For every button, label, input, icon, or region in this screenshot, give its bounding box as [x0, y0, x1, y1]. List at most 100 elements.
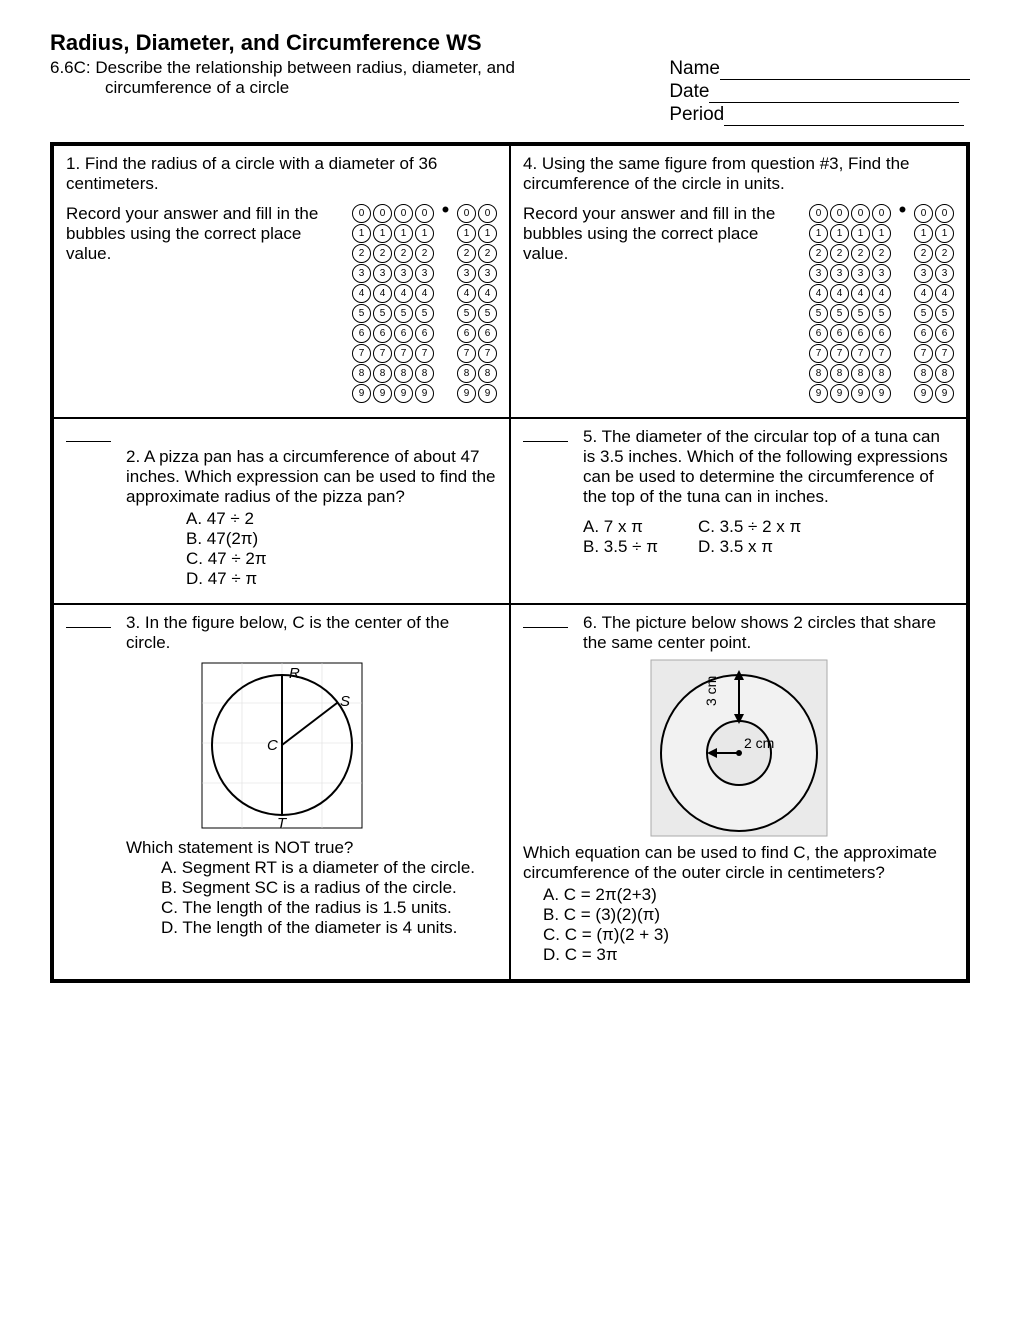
- q6-choice-a[interactable]: A. C = 2π(2+3): [543, 885, 954, 905]
- bubble-9[interactable]: 9: [830, 384, 849, 403]
- bubble-3[interactable]: 3: [352, 264, 371, 283]
- bubble-3[interactable]: 3: [457, 264, 476, 283]
- bubble-2[interactable]: 2: [914, 244, 933, 263]
- bubble-2[interactable]: 2: [851, 244, 870, 263]
- bubble-3[interactable]: 3: [478, 264, 497, 283]
- bubble-4[interactable]: 4: [478, 284, 497, 303]
- bubble-8[interactable]: 8: [830, 364, 849, 383]
- bubble-7[interactable]: 7: [851, 344, 870, 363]
- bubble-7[interactable]: 7: [394, 344, 413, 363]
- bubble-8[interactable]: 8: [415, 364, 434, 383]
- bubble-1[interactable]: 1: [872, 224, 891, 243]
- answer-blank[interactable]: [523, 627, 568, 628]
- bubble-6[interactable]: 6: [352, 324, 371, 343]
- bubble-4[interactable]: 4: [872, 284, 891, 303]
- bubble-4[interactable]: 4: [415, 284, 434, 303]
- bubble-5[interactable]: 5: [935, 304, 954, 323]
- q4-bubble-grid[interactable]: 0123456789012345678901234567890123456789…: [809, 204, 954, 403]
- bubble-3[interactable]: 3: [872, 264, 891, 283]
- bubble-2[interactable]: 2: [352, 244, 371, 263]
- bubble-9[interactable]: 9: [872, 384, 891, 403]
- bubble-9[interactable]: 9: [415, 384, 434, 403]
- bubble-4[interactable]: 4: [394, 284, 413, 303]
- bubble-5[interactable]: 5: [478, 304, 497, 323]
- q6-choice-b[interactable]: B. C = (3)(2)(π): [543, 905, 954, 925]
- bubble-5[interactable]: 5: [830, 304, 849, 323]
- bubble-0[interactable]: 0: [373, 204, 392, 223]
- bubble-2[interactable]: 2: [935, 244, 954, 263]
- q1-bubble-grid[interactable]: 0123456789012345678901234567890123456789…: [352, 204, 497, 403]
- bubble-9[interactable]: 9: [373, 384, 392, 403]
- q5-choice-d[interactable]: D. 3.5 x π: [698, 537, 801, 557]
- bubble-1[interactable]: 1: [851, 224, 870, 243]
- bubble-5[interactable]: 5: [809, 304, 828, 323]
- q6-choice-d[interactable]: D. C = 3π: [543, 945, 954, 965]
- bubble-9[interactable]: 9: [914, 384, 933, 403]
- bubble-9[interactable]: 9: [352, 384, 371, 403]
- bubble-0[interactable]: 0: [914, 204, 933, 223]
- bubble-5[interactable]: 5: [394, 304, 413, 323]
- q3-choice-d[interactable]: D. The length of the diameter is 4 units…: [161, 918, 497, 938]
- bubble-8[interactable]: 8: [394, 364, 413, 383]
- date-line[interactable]: [709, 102, 959, 103]
- bubble-7[interactable]: 7: [478, 344, 497, 363]
- bubble-0[interactable]: 0: [851, 204, 870, 223]
- bubble-8[interactable]: 8: [457, 364, 476, 383]
- bubble-1[interactable]: 1: [457, 224, 476, 243]
- bubble-4[interactable]: 4: [914, 284, 933, 303]
- period-line[interactable]: [724, 125, 964, 126]
- bubble-6[interactable]: 6: [914, 324, 933, 343]
- bubble-0[interactable]: 0: [935, 204, 954, 223]
- bubble-4[interactable]: 4: [809, 284, 828, 303]
- bubble-1[interactable]: 1: [914, 224, 933, 243]
- bubble-8[interactable]: 8: [809, 364, 828, 383]
- bubble-7[interactable]: 7: [373, 344, 392, 363]
- bubble-4[interactable]: 4: [830, 284, 849, 303]
- bubble-1[interactable]: 1: [352, 224, 371, 243]
- bubble-3[interactable]: 3: [914, 264, 933, 283]
- q3-choice-a[interactable]: A. Segment RT is a diameter of the circl…: [161, 858, 497, 878]
- bubble-7[interactable]: 7: [935, 344, 954, 363]
- bubble-7[interactable]: 7: [457, 344, 476, 363]
- q3-choice-c[interactable]: C. The length of the radius is 1.5 units…: [161, 898, 497, 918]
- bubble-2[interactable]: 2: [457, 244, 476, 263]
- bubble-3[interactable]: 3: [415, 264, 434, 283]
- bubble-9[interactable]: 9: [851, 384, 870, 403]
- bubble-4[interactable]: 4: [935, 284, 954, 303]
- bubble-0[interactable]: 0: [872, 204, 891, 223]
- bubble-8[interactable]: 8: [914, 364, 933, 383]
- bubble-2[interactable]: 2: [478, 244, 497, 263]
- bubble-1[interactable]: 1: [478, 224, 497, 243]
- bubble-6[interactable]: 6: [457, 324, 476, 343]
- bubble-0[interactable]: 0: [809, 204, 828, 223]
- bubble-6[interactable]: 6: [830, 324, 849, 343]
- bubble-8[interactable]: 8: [935, 364, 954, 383]
- bubble-6[interactable]: 6: [851, 324, 870, 343]
- answer-blank[interactable]: [66, 627, 111, 628]
- bubble-3[interactable]: 3: [851, 264, 870, 283]
- bubble-6[interactable]: 6: [872, 324, 891, 343]
- bubble-1[interactable]: 1: [809, 224, 828, 243]
- bubble-1[interactable]: 1: [373, 224, 392, 243]
- bubble-1[interactable]: 1: [415, 224, 434, 243]
- bubble-3[interactable]: 3: [935, 264, 954, 283]
- bubble-6[interactable]: 6: [809, 324, 828, 343]
- bubble-5[interactable]: 5: [457, 304, 476, 323]
- bubble-5[interactable]: 5: [851, 304, 870, 323]
- q5-choice-a[interactable]: A. 7 x π: [583, 517, 658, 537]
- bubble-8[interactable]: 8: [872, 364, 891, 383]
- q3-choice-b[interactable]: B. Segment SC is a radius of the circle.: [161, 878, 497, 898]
- q6-choice-c[interactable]: C. C = (π)(2 + 3): [543, 925, 954, 945]
- bubble-2[interactable]: 2: [809, 244, 828, 263]
- bubble-3[interactable]: 3: [830, 264, 849, 283]
- bubble-3[interactable]: 3: [394, 264, 413, 283]
- bubble-6[interactable]: 6: [394, 324, 413, 343]
- answer-blank[interactable]: [523, 441, 568, 442]
- bubble-5[interactable]: 5: [872, 304, 891, 323]
- bubble-0[interactable]: 0: [394, 204, 413, 223]
- bubble-2[interactable]: 2: [415, 244, 434, 263]
- bubble-7[interactable]: 7: [352, 344, 371, 363]
- q5-choice-c[interactable]: C. 3.5 ÷ 2 x π: [698, 517, 801, 537]
- bubble-5[interactable]: 5: [415, 304, 434, 323]
- bubble-7[interactable]: 7: [830, 344, 849, 363]
